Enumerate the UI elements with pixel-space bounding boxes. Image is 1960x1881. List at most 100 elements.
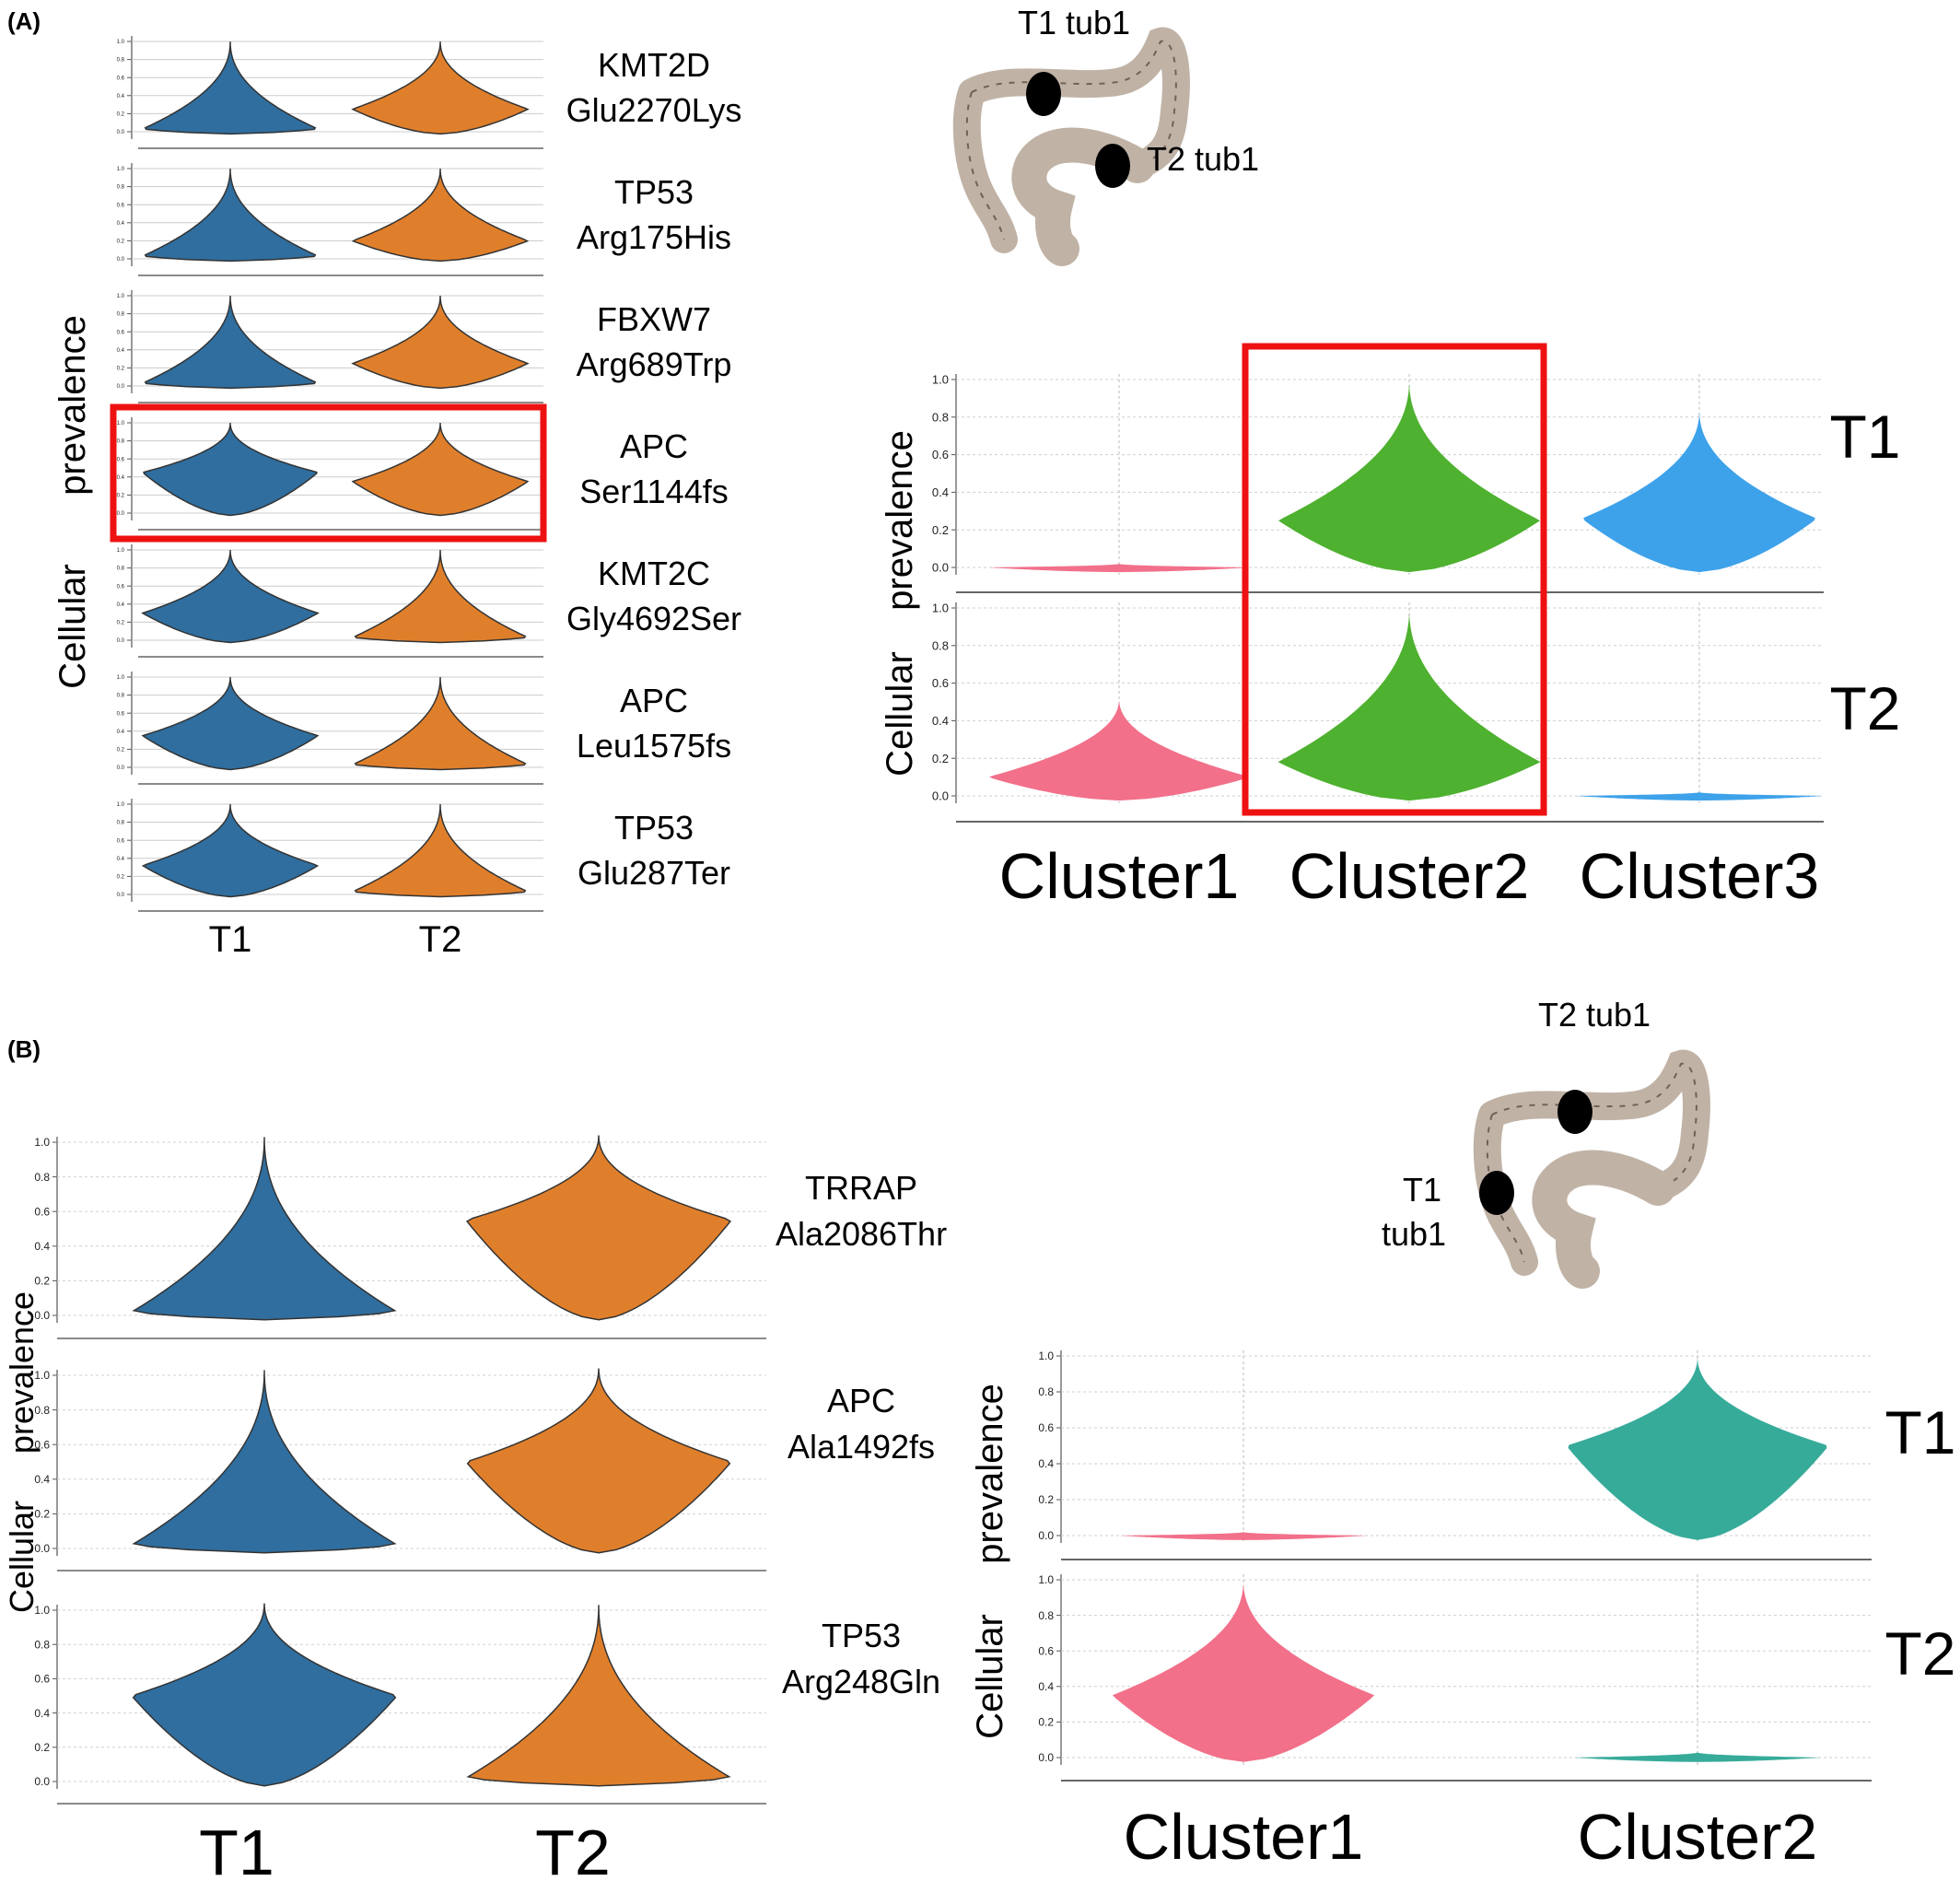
panel-label-a: (A) — [7, 7, 41, 35]
b-right-T1-tick-label: 0.8 — [1038, 1385, 1054, 1398]
b-left-row3-violin-T1 — [132, 1603, 397, 1787]
a-left-row2-tick-label: 0.6 — [117, 203, 125, 208]
a-left-xtick-T1: T1 — [209, 919, 252, 960]
colon-a-t1-label: T1 tub1 — [1018, 4, 1130, 41]
a-right-xtick-Cluster2: Cluster2 — [1289, 840, 1530, 912]
b-right-T2-tick-label: 0.6 — [1038, 1644, 1054, 1657]
b-left-row2-tick-label: 0.2 — [34, 1508, 50, 1521]
a-left-row7-tick-label: 1.0 — [117, 802, 125, 808]
colon-b-t2-label: T2 tub1 — [1538, 996, 1651, 1034]
b-left-row2-tick-label: 0.8 — [34, 1404, 50, 1417]
a-right-T2-violin-Cluster1 — [989, 697, 1249, 801]
a-right-xtick-Cluster1: Cluster1 — [999, 840, 1240, 912]
b-left-row3-tick-label: 0.2 — [34, 1741, 50, 1754]
a-right-T1-tick-label: 0.2 — [932, 523, 949, 537]
a-left-row3-tick-label: 0.6 — [117, 330, 125, 335]
a-left-highlight-box — [110, 403, 547, 543]
a-left-row1-tick-label: 0.8 — [117, 58, 125, 64]
b-left-gene-label: TRRAP — [805, 1169, 917, 1207]
b-left-xtick-T1: T1 — [199, 1817, 274, 1881]
b-left-row2-tick-label: 0.4 — [34, 1473, 50, 1486]
a-left-row5-tick-label: 0.6 — [117, 584, 125, 590]
a-left-row7-tick-label: 0.0 — [117, 893, 125, 898]
a-right-T1-tick-label: 1.0 — [932, 373, 949, 387]
a-left-variant-label: Glu2270Lys — [566, 91, 742, 129]
b-left-row3-tick-label: 0.6 — [34, 1673, 50, 1686]
colon-b-t1-sublabel: tub1 — [1382, 1215, 1446, 1253]
b-left-row3-violin-T2 — [466, 1605, 731, 1787]
b-left-row1-violin-T2 — [465, 1135, 732, 1321]
colon-a-t2-label: T2 tub1 — [1147, 140, 1259, 178]
a-left-row7-tick-label: 0.4 — [117, 857, 125, 862]
b-left-row3-tick-label: 0.4 — [34, 1707, 50, 1720]
b-right-xtick-Cluster2: Cluster2 — [1578, 1801, 1818, 1873]
a-left-row3-tick-label: 1.0 — [117, 294, 125, 299]
a-left-row4-tick-label: 0.2 — [117, 494, 125, 499]
a-left-gene-label: KMT2D — [598, 46, 710, 84]
a-left-row2-tick-label: 0.8 — [117, 185, 125, 191]
a-left-row6-tick-label: 0.4 — [117, 730, 125, 735]
b-right-xtick-Cluster1: Cluster1 — [1124, 1801, 1364, 1873]
b-right-T1-tick-label: 1.0 — [1038, 1349, 1054, 1362]
a-left-row1-tick-label: 0.6 — [117, 76, 125, 81]
b-left-gene-label: APC — [827, 1382, 895, 1420]
a-right-T1-tick-label: 0.6 — [932, 448, 949, 461]
a-left-variant-label: Glu287Ter — [578, 854, 730, 892]
a-left-row6-violin-T1 — [141, 677, 320, 771]
a-left-row5-tick-label: 0.2 — [117, 621, 125, 626]
a-left-row5-tick-label: 0.0 — [117, 638, 125, 644]
a-left-variant-label: Ser1144fs — [579, 473, 728, 510]
a-left-row5-tick-label: 1.0 — [117, 548, 125, 554]
a-left-row4-tick-label: 0.8 — [117, 439, 125, 445]
a-right-T2-tick-label: 0.4 — [932, 714, 949, 728]
b-left-row2-tick-label: 0.6 — [34, 1438, 50, 1451]
a-left-row1-violin-T1 — [144, 41, 317, 135]
a-left-row3-tick-label: 0.8 — [117, 312, 125, 318]
a-right-T2-tick-label: 0.2 — [932, 752, 949, 765]
panel-label-b: (B) — [7, 1035, 41, 1063]
a-right-ylabel-line2: prevalence — [880, 430, 920, 611]
b-right-T1-tick-label: 0.0 — [1038, 1529, 1054, 1542]
a-right-ylabel-line1: Cellular — [880, 651, 920, 777]
a-left-row7-violin-T1 — [141, 804, 320, 898]
b-right-T1-tick-label: 0.6 — [1038, 1421, 1054, 1434]
b-right-T1-violin-Cluster2 — [1568, 1356, 1827, 1540]
b-left-row1-violin-T1 — [132, 1137, 397, 1321]
rectum-shape — [1011, 127, 1155, 266]
a-left-row6-tick-label: 1.0 — [117, 675, 125, 681]
b-left-variant-label: Arg248Gln — [782, 1663, 940, 1700]
a-left-gene-label: TP53 — [614, 173, 694, 211]
b-left-variant-label: Ala1492fs — [788, 1428, 935, 1466]
a-left-row7-violin-T2 — [354, 804, 527, 898]
b-left-row1-tick-label: 1.0 — [34, 1136, 50, 1149]
b-right-T2-tick-label: 1.0 — [1038, 1573, 1054, 1586]
b-right-T2-tick-label: 0.2 — [1038, 1716, 1054, 1729]
a-left-row2-violin-T1 — [144, 169, 317, 263]
b-left-row3-tick-label: 1.0 — [34, 1604, 50, 1617]
a-left-row2-violin-T2 — [351, 169, 530, 263]
a-left-gene-label: KMT2C — [598, 555, 710, 592]
b-right-row-label-T2: T2 — [1884, 1619, 1955, 1688]
a-left-row3-tick-label: 0.0 — [117, 384, 125, 390]
a-left-row3-violin-T1 — [144, 296, 317, 390]
b-left-variant-label: Ala2086Thr — [776, 1215, 947, 1253]
a-left-row5-tick-label: 0.4 — [117, 602, 125, 608]
b-left-gene-label: TP53 — [822, 1617, 901, 1654]
b-right-T2-violin-Cluster2 — [1573, 1752, 1822, 1762]
chart-layer: 0.0 0.2 0.4 0.6 0.8 1.0 KMT2D Glu2270Lys 0.0 0.2 0… — [3, 36, 1956, 1881]
a-right-T2-tick-label: 1.0 — [932, 602, 949, 615]
a-left-variant-label: Arg689Trp — [577, 345, 732, 383]
b-left-row2-violin-T2 — [466, 1368, 731, 1554]
b-right-ylabel-line2: prevalence — [970, 1384, 1010, 1564]
a-right-T2-violin-Cluster3 — [1575, 791, 1824, 801]
b-left-ylabel-line1: Cellular — [3, 1501, 41, 1613]
a-left-row5-tick-label: 0.8 — [117, 567, 125, 572]
a-left-row1-tick-label: 0.0 — [117, 130, 125, 135]
a-left-gene-label: TP53 — [614, 809, 694, 847]
a-left-row4-violin-T1 — [143, 423, 318, 517]
a-right-T2-violin-Cluster2 — [1278, 608, 1541, 801]
b-left-row1-tick-label: 0.0 — [34, 1309, 50, 1322]
colon-b-t1-label: T1 — [1403, 1171, 1441, 1209]
a-left-row6-tick-label: 0.0 — [117, 765, 125, 771]
b-right-T2-tick-label: 0.4 — [1038, 1680, 1054, 1693]
